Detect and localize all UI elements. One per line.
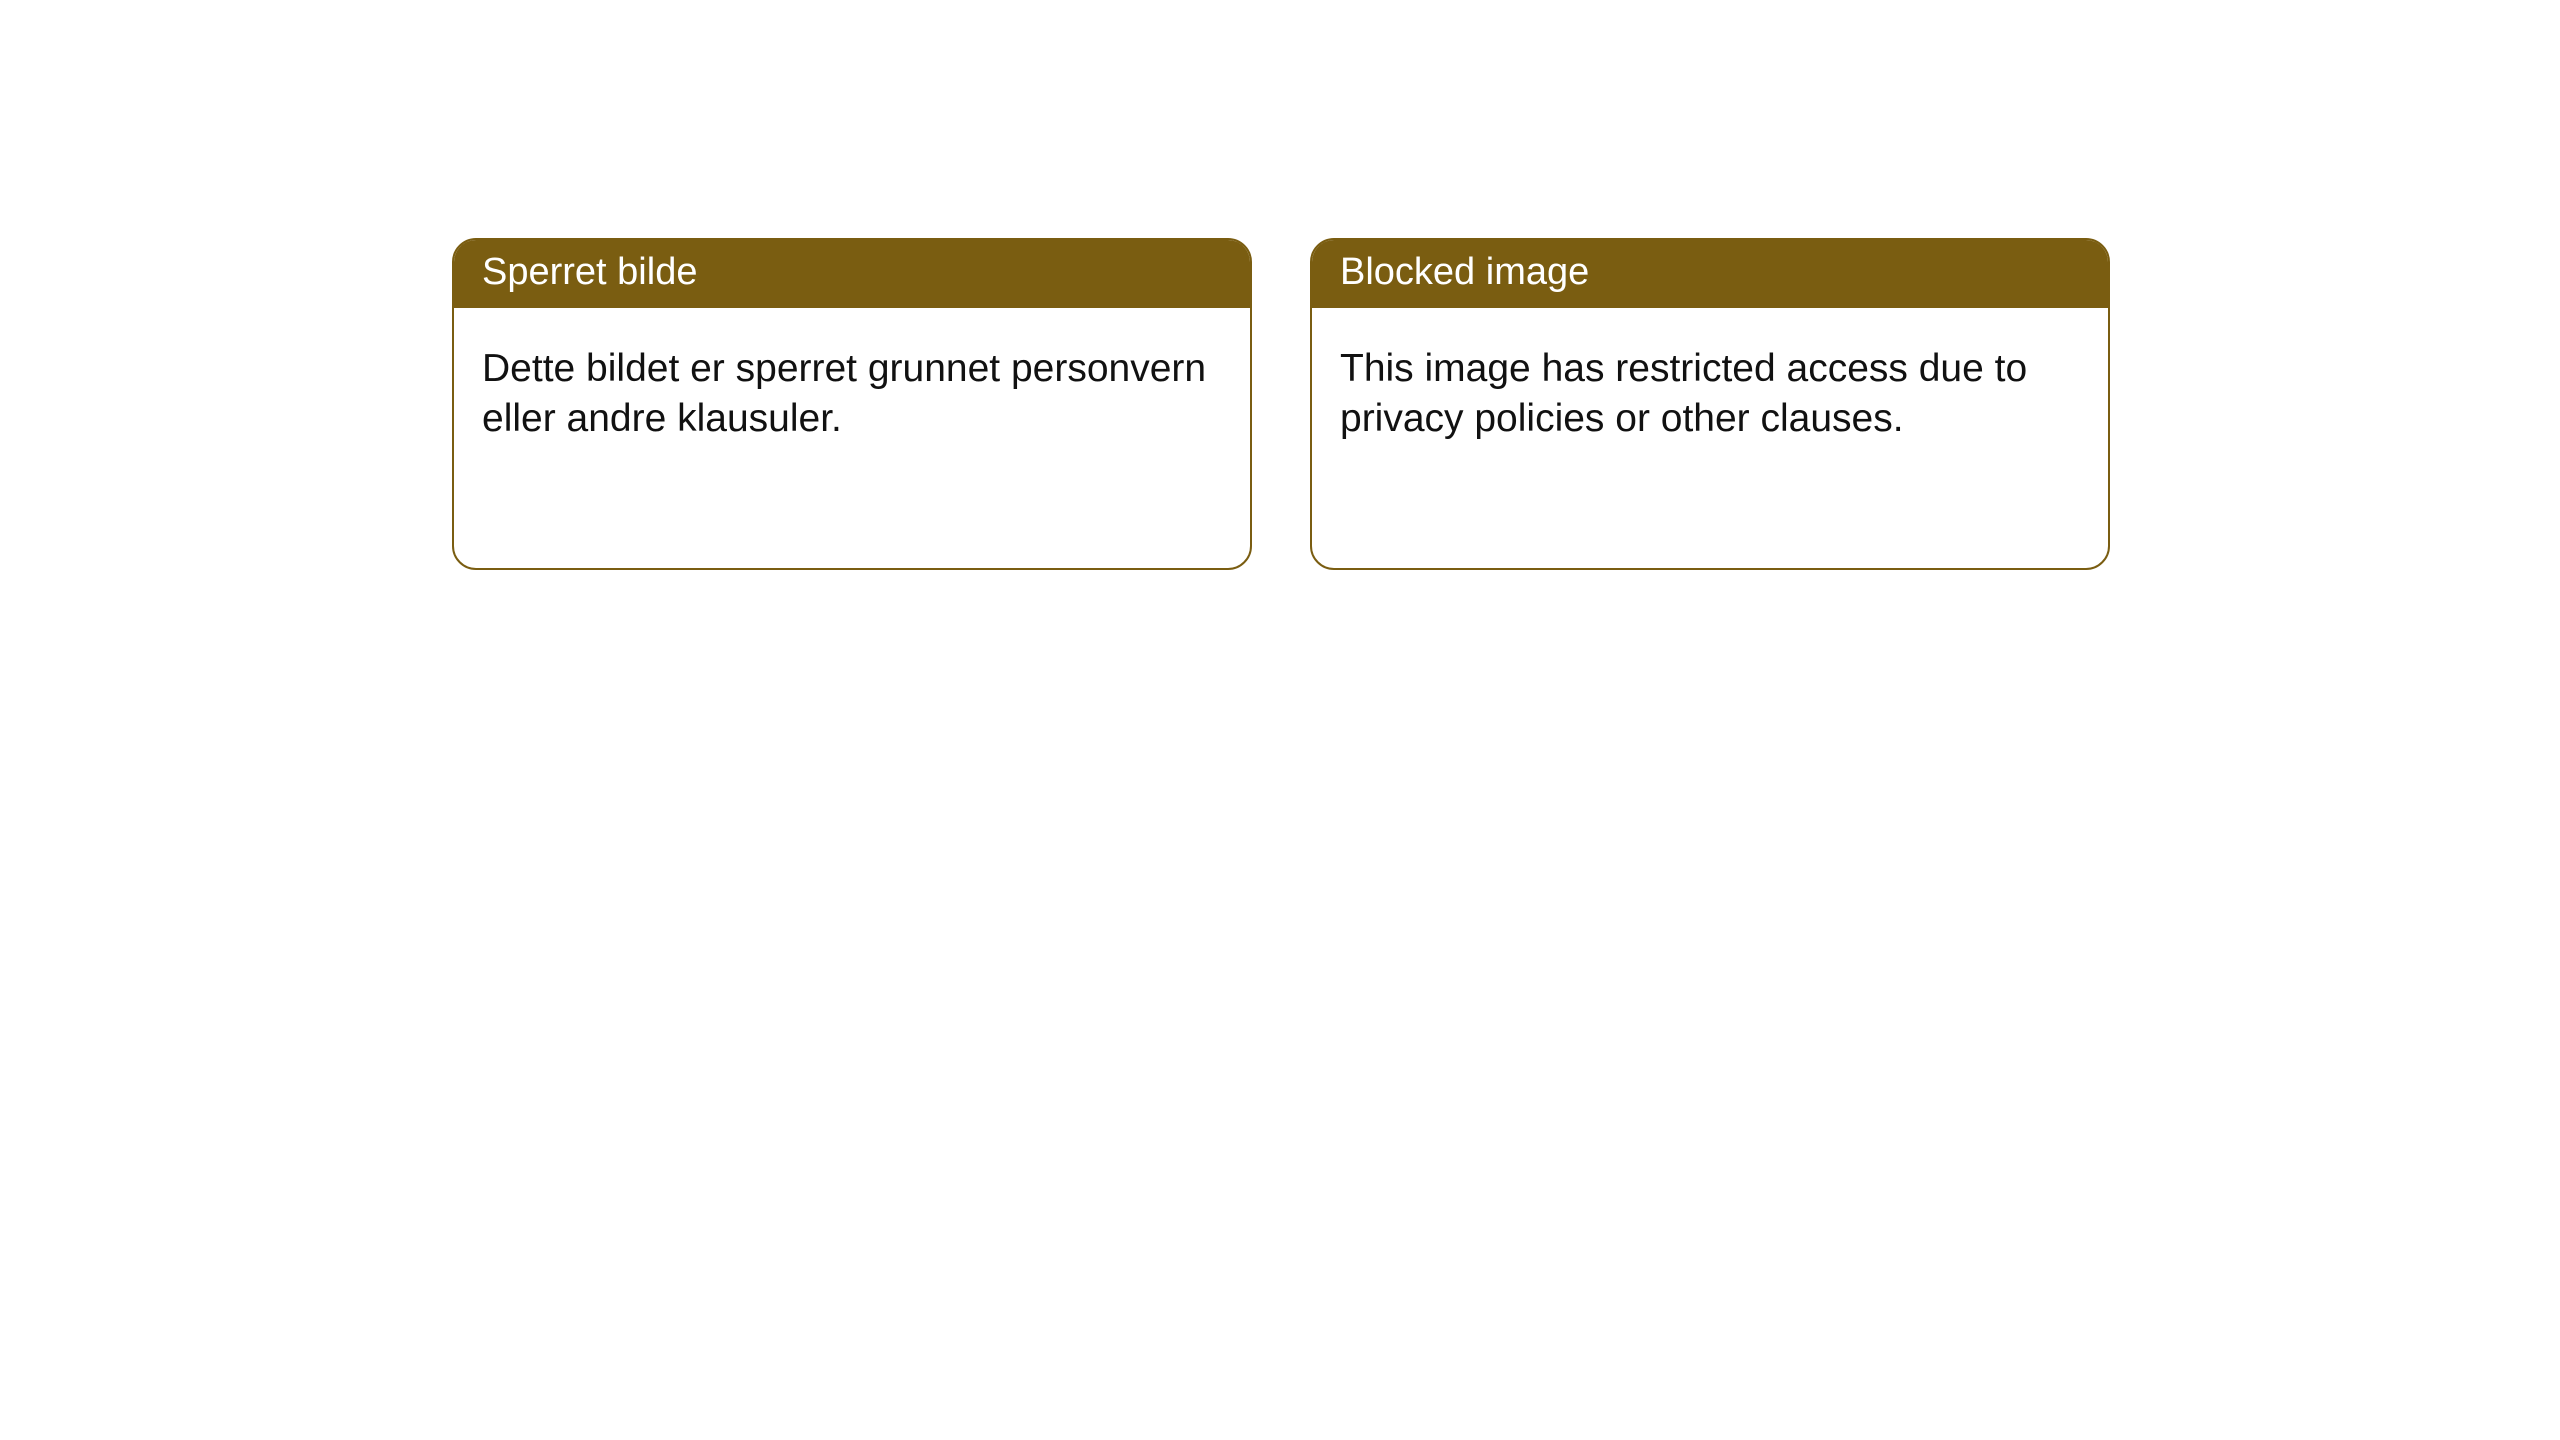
notice-container: Sperret bilde Dette bildet er sperret gr… <box>452 238 2110 570</box>
card-header-text: Sperret bilde <box>482 251 697 293</box>
card-body: Dette bildet er sperret grunnet personve… <box>454 308 1250 473</box>
card-header-text: Blocked image <box>1340 251 1589 293</box>
notice-card-english: Blocked image This image has restricted … <box>1310 238 2110 570</box>
card-header: Sperret bilde <box>454 240 1250 308</box>
card-header: Blocked image <box>1312 240 2108 308</box>
card-body-text: This image has restricted access due to … <box>1340 347 2027 441</box>
notice-card-norwegian: Sperret bilde Dette bildet er sperret gr… <box>452 238 1252 570</box>
card-body: This image has restricted access due to … <box>1312 308 2108 473</box>
card-body-text: Dette bildet er sperret grunnet personve… <box>482 347 1206 441</box>
